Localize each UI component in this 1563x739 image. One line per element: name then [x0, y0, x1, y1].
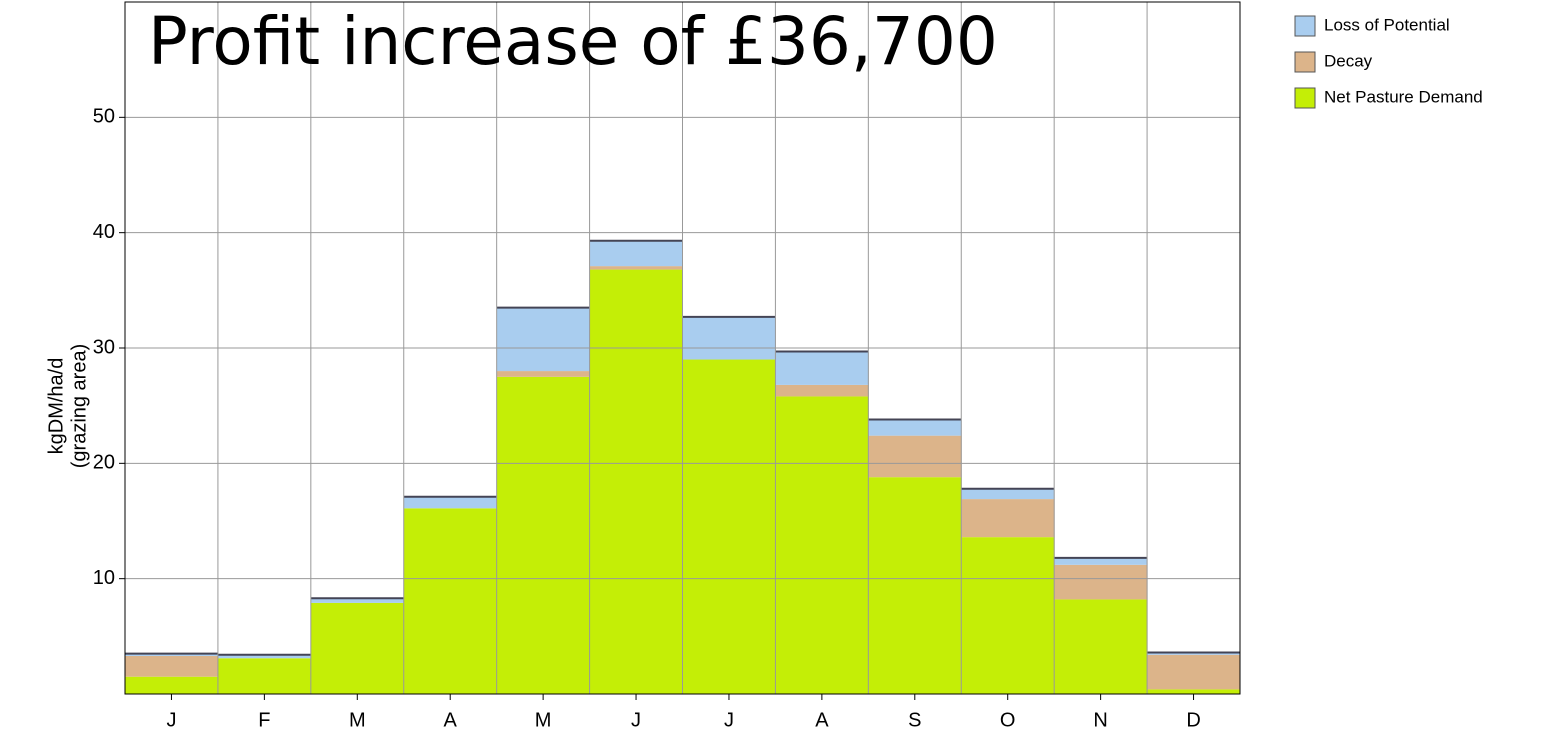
- area-segment: [868, 477, 962, 694]
- x-tick-label: A: [444, 709, 458, 731]
- area-segment: [310, 602, 405, 694]
- x-tick-label: J: [166, 709, 176, 731]
- legend-swatch: [1294, 15, 1316, 37]
- area-segment: [496, 307, 591, 372]
- area-segment: [682, 359, 776, 694]
- area-segment: [961, 537, 1055, 694]
- x-tick-label: J: [631, 709, 641, 731]
- area-segment: [961, 499, 1055, 538]
- area-segment: [589, 266, 683, 270]
- area-segment: [589, 240, 683, 267]
- legend-swatch: [1294, 51, 1316, 73]
- x-tick-label: M: [535, 709, 552, 731]
- area-segment: [961, 488, 1055, 500]
- legend-swatch: [1294, 87, 1316, 109]
- y-axis-label: kgDM/ha/d: [45, 358, 67, 455]
- y-axis-label: (grazing area): [68, 344, 90, 469]
- area-segment: [125, 676, 219, 694]
- area-segment: [1054, 557, 1148, 565]
- y-tick-label: 40: [93, 221, 115, 243]
- area-segment: [775, 351, 869, 385]
- area-segment: [1147, 654, 1241, 690]
- area-segment: [1147, 689, 1241, 694]
- y-tick-label: 20: [93, 452, 115, 474]
- x-tick-label: N: [1093, 709, 1107, 731]
- area-segment: [775, 396, 869, 694]
- legend-label: Decay: [1324, 51, 1373, 70]
- y-tick-label: 50: [93, 106, 115, 128]
- x-tick-label: A: [815, 709, 829, 731]
- y-tick-label: 10: [93, 567, 115, 589]
- area-segment: [1054, 564, 1148, 600]
- area-segment: [403, 508, 498, 694]
- x-tick-label: S: [908, 709, 921, 731]
- area-segment: [682, 316, 776, 360]
- area-segment: [496, 376, 591, 694]
- chart-title: Profit increase of £36,700: [148, 3, 998, 80]
- x-tick-label: F: [258, 709, 270, 731]
- area-segment: [217, 654, 312, 659]
- legend-label: Loss of Potential: [1324, 15, 1450, 34]
- area-segment: [125, 655, 219, 677]
- plot-area: [125, 2, 1241, 694]
- area-segment: [868, 435, 962, 478]
- area-segment: [589, 269, 683, 694]
- area-segment: [775, 384, 869, 397]
- area-segment: [1054, 599, 1148, 694]
- legend-label: Net Pasture Demand: [1324, 87, 1483, 106]
- area-segment: [403, 496, 498, 509]
- x-tick-label: D: [1186, 709, 1200, 731]
- y-tick-label: 30: [93, 336, 115, 358]
- x-tick-label: O: [1000, 709, 1016, 731]
- area-segment: [496, 371, 591, 377]
- area-segment: [125, 653, 219, 656]
- area-segment: [310, 598, 405, 603]
- area-segment: [1147, 652, 1241, 655]
- x-tick-label: M: [349, 709, 366, 731]
- plot-border: [124, 1, 1241, 695]
- x-tick-label: J: [724, 709, 734, 731]
- area-segment: [868, 419, 962, 436]
- area-segment: [217, 658, 312, 694]
